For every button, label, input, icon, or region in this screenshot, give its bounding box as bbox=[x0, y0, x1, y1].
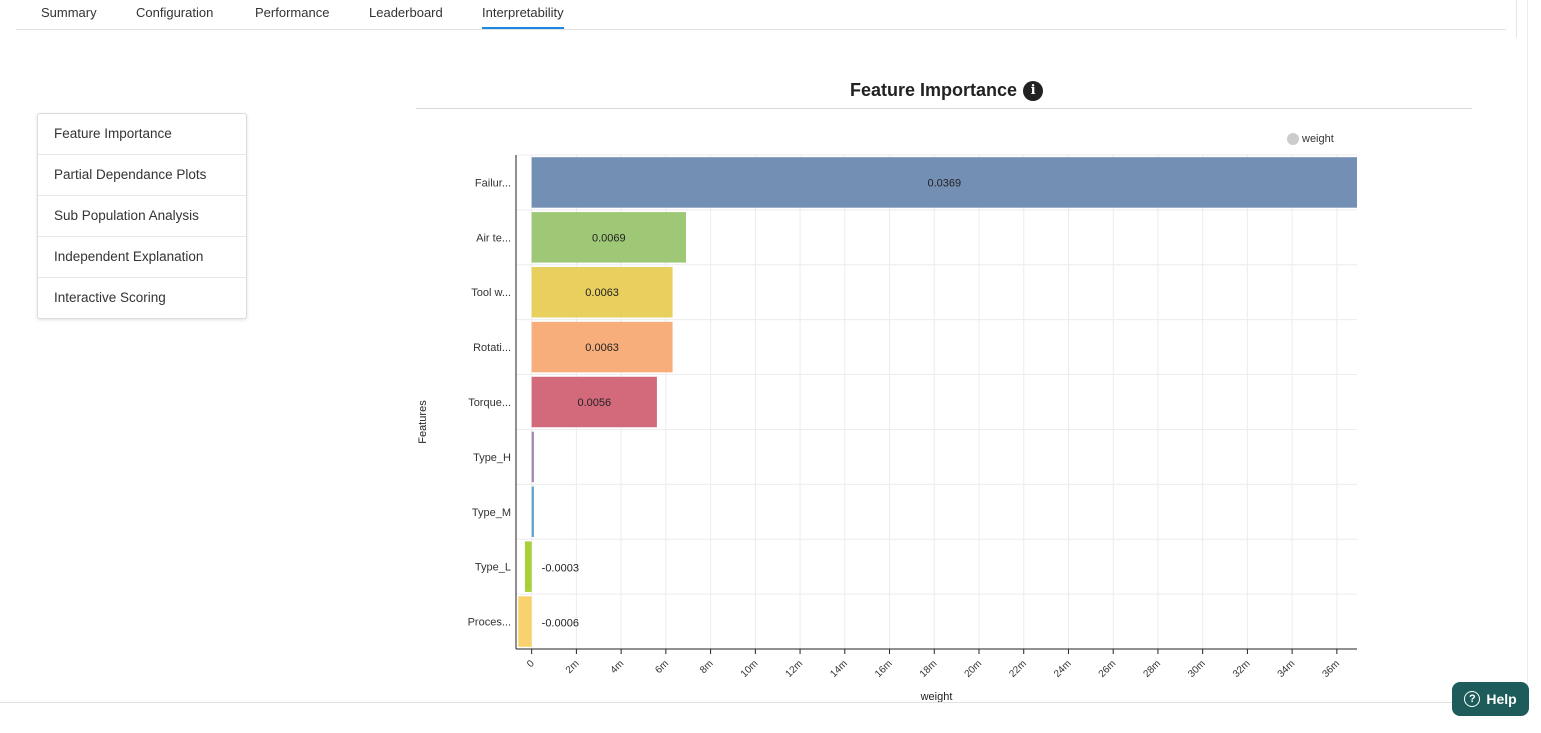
bar bbox=[524, 541, 532, 592]
chart-title-text: Feature Importance bbox=[850, 80, 1018, 100]
data-label: 0.0369 bbox=[928, 177, 962, 189]
info-icon[interactable]: i bbox=[1023, 80, 1044, 101]
category-label: Proces... bbox=[468, 617, 511, 629]
category-label: Type_L bbox=[475, 562, 511, 574]
x-tick-label: 32m bbox=[1231, 658, 1253, 680]
x-tick-label: 20m bbox=[963, 658, 985, 680]
data-label: -0.0006 bbox=[542, 618, 579, 630]
data-label: 0.0063 bbox=[585, 287, 619, 299]
legend-marker bbox=[1287, 133, 1299, 145]
divider bbox=[1527, 0, 1528, 690]
bar bbox=[531, 376, 657, 428]
y-axis-title: Features bbox=[417, 400, 429, 444]
menu-item-interactive-scoring[interactable]: Interactive Scoring bbox=[54, 290, 166, 305]
category-label: Type_H bbox=[473, 452, 511, 464]
menu-item-independent-explanation[interactable]: Independent Explanation bbox=[38, 237, 246, 278]
category-label: Failur... bbox=[475, 177, 511, 189]
x-tick-label: 6m bbox=[653, 658, 671, 676]
menu-item-sub-population-analysis[interactable]: Sub Population Analysis bbox=[38, 196, 246, 237]
menu-item-partial-dependance-plots[interactable]: Partial Dependance Plots bbox=[38, 155, 246, 196]
x-tick-label: 28m bbox=[1142, 658, 1164, 680]
x-tick-label: 10m bbox=[739, 658, 761, 680]
bar bbox=[518, 596, 532, 647]
x-tick-label: 34m bbox=[1276, 658, 1298, 680]
x-tick-label: 26m bbox=[1097, 658, 1119, 680]
bar bbox=[531, 212, 686, 263]
title-divider bbox=[416, 108, 1472, 109]
data-label: 0.0063 bbox=[585, 342, 619, 354]
footer-divider bbox=[0, 702, 1530, 703]
data-label: 0.0069 bbox=[592, 232, 626, 244]
x-tick-label: 36m bbox=[1320, 658, 1342, 680]
data-label: -0.0003 bbox=[542, 563, 579, 575]
x-tick-label: 18m bbox=[918, 658, 940, 680]
help-label: Help bbox=[1486, 691, 1517, 707]
tab-interpretability[interactable]: Interpretability bbox=[482, 5, 564, 29]
category-label: Tool w... bbox=[471, 287, 511, 299]
tab-performance[interactable]: Performance bbox=[255, 5, 330, 20]
help-button[interactable]: ? Help bbox=[1452, 682, 1529, 716]
data-label: 0.0056 bbox=[577, 397, 611, 409]
x-tick-label: 2m bbox=[564, 658, 582, 676]
tab-summary[interactable]: Summary bbox=[41, 5, 97, 20]
question-circle-icon: ? bbox=[1464, 691, 1481, 707]
x-tick-label: 14m bbox=[828, 658, 850, 680]
category-label: Air te... bbox=[476, 232, 511, 244]
feature-importance-chart: Failur... 0.0369 Air te... 0.0069 Tool w... 0… bbox=[417, 133, 1357, 703]
interpretability-menu: Feature Importance Partial Dependance Pl… bbox=[37, 113, 247, 319]
x-tick-label: 4m bbox=[609, 658, 627, 676]
x-axis-title: weight bbox=[920, 691, 953, 703]
bar bbox=[531, 266, 673, 318]
x-tick-label: 16m bbox=[873, 658, 895, 680]
x-tick-label: 24m bbox=[1052, 658, 1074, 680]
chart-title: Feature Importance i bbox=[850, 80, 1044, 101]
tab-leaderboard[interactable]: Leaderboard bbox=[369, 5, 443, 20]
x-tick-label: 0 bbox=[525, 658, 537, 670]
legend-label: weight bbox=[1301, 133, 1334, 145]
x-tick-label: 30m bbox=[1186, 658, 1208, 680]
tab-bar: Summary Configuration Performance Leader… bbox=[16, 0, 1506, 30]
x-tick-label: 22m bbox=[1007, 658, 1029, 680]
category-label: Type_M bbox=[472, 507, 511, 519]
bar bbox=[531, 431, 534, 483]
divider bbox=[1516, 0, 1517, 38]
bar bbox=[531, 157, 1357, 208]
tab-configuration[interactable]: Configuration bbox=[136, 5, 214, 20]
category-label: Rotati... bbox=[473, 342, 511, 354]
menu-item-feature-importance[interactable]: Feature Importance bbox=[38, 114, 246, 155]
bar bbox=[531, 321, 673, 373]
bar bbox=[531, 486, 534, 538]
category-label: Torque... bbox=[468, 397, 511, 409]
x-tick-label: 12m bbox=[784, 658, 806, 680]
x-tick-label: 8m bbox=[698, 658, 716, 676]
